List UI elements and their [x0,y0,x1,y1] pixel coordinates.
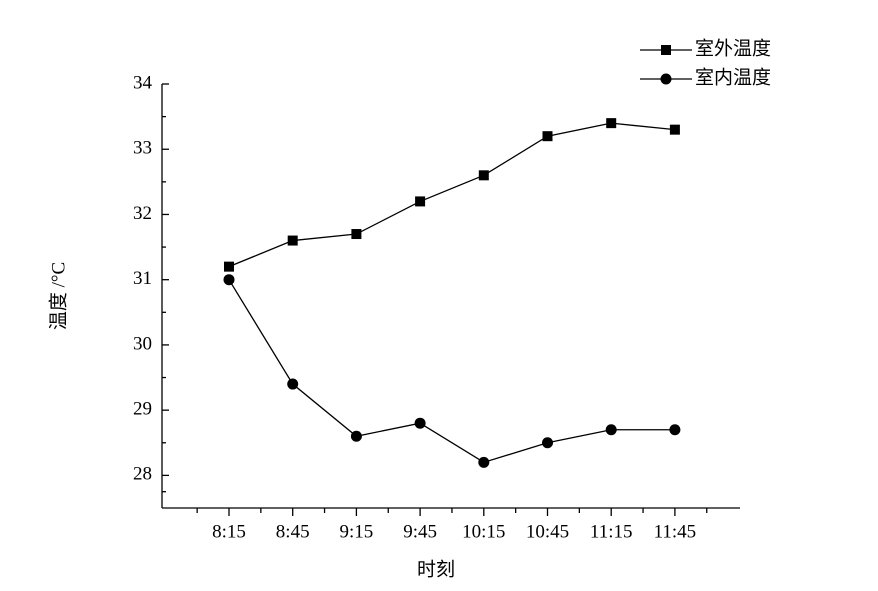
y-tick-label: 34 [133,72,153,93]
x-tick-label: 8:45 [276,521,310,542]
legend-marker [661,45,671,55]
data-point [478,456,490,468]
data-point [606,118,617,129]
y-tick-label: 30 [133,333,152,354]
data-point [542,131,553,142]
x-axis-label: 时刻 [417,558,455,580]
data-point [223,274,235,286]
data-point [414,417,426,429]
data-point [287,378,299,390]
data-point [669,424,681,436]
x-tick-label: 8:15 [212,521,246,542]
data-point [351,229,362,240]
y-tick-label: 29 [133,399,152,420]
x-tick-label: 10:15 [462,521,505,542]
series-line [228,279,675,464]
data-point [478,170,489,181]
x-tick-label: 11:15 [590,521,633,542]
x-tick-label: 11:45 [654,521,697,542]
data-point [224,261,234,272]
legend-label: 室内温度 [695,66,771,88]
y-axis-label: 温度 /°C [47,262,69,330]
y-tick-label: 32 [133,203,152,224]
series-line [228,122,675,268]
legend-label: 室外温度 [695,37,771,59]
legend-marker [660,73,672,85]
x-tick-label: 9:45 [403,521,437,542]
y-tick-label: 28 [133,464,152,485]
data-point [350,430,362,442]
data-point [605,424,617,436]
data-point [669,124,680,135]
y-tick-label: 31 [133,268,152,289]
y-tick-label: 33 [133,138,152,159]
data-point [415,196,426,207]
x-tick-label: 9:15 [340,521,374,542]
data-point [542,437,553,449]
data-point [287,235,298,246]
x-tick-label: 10:45 [526,521,569,542]
